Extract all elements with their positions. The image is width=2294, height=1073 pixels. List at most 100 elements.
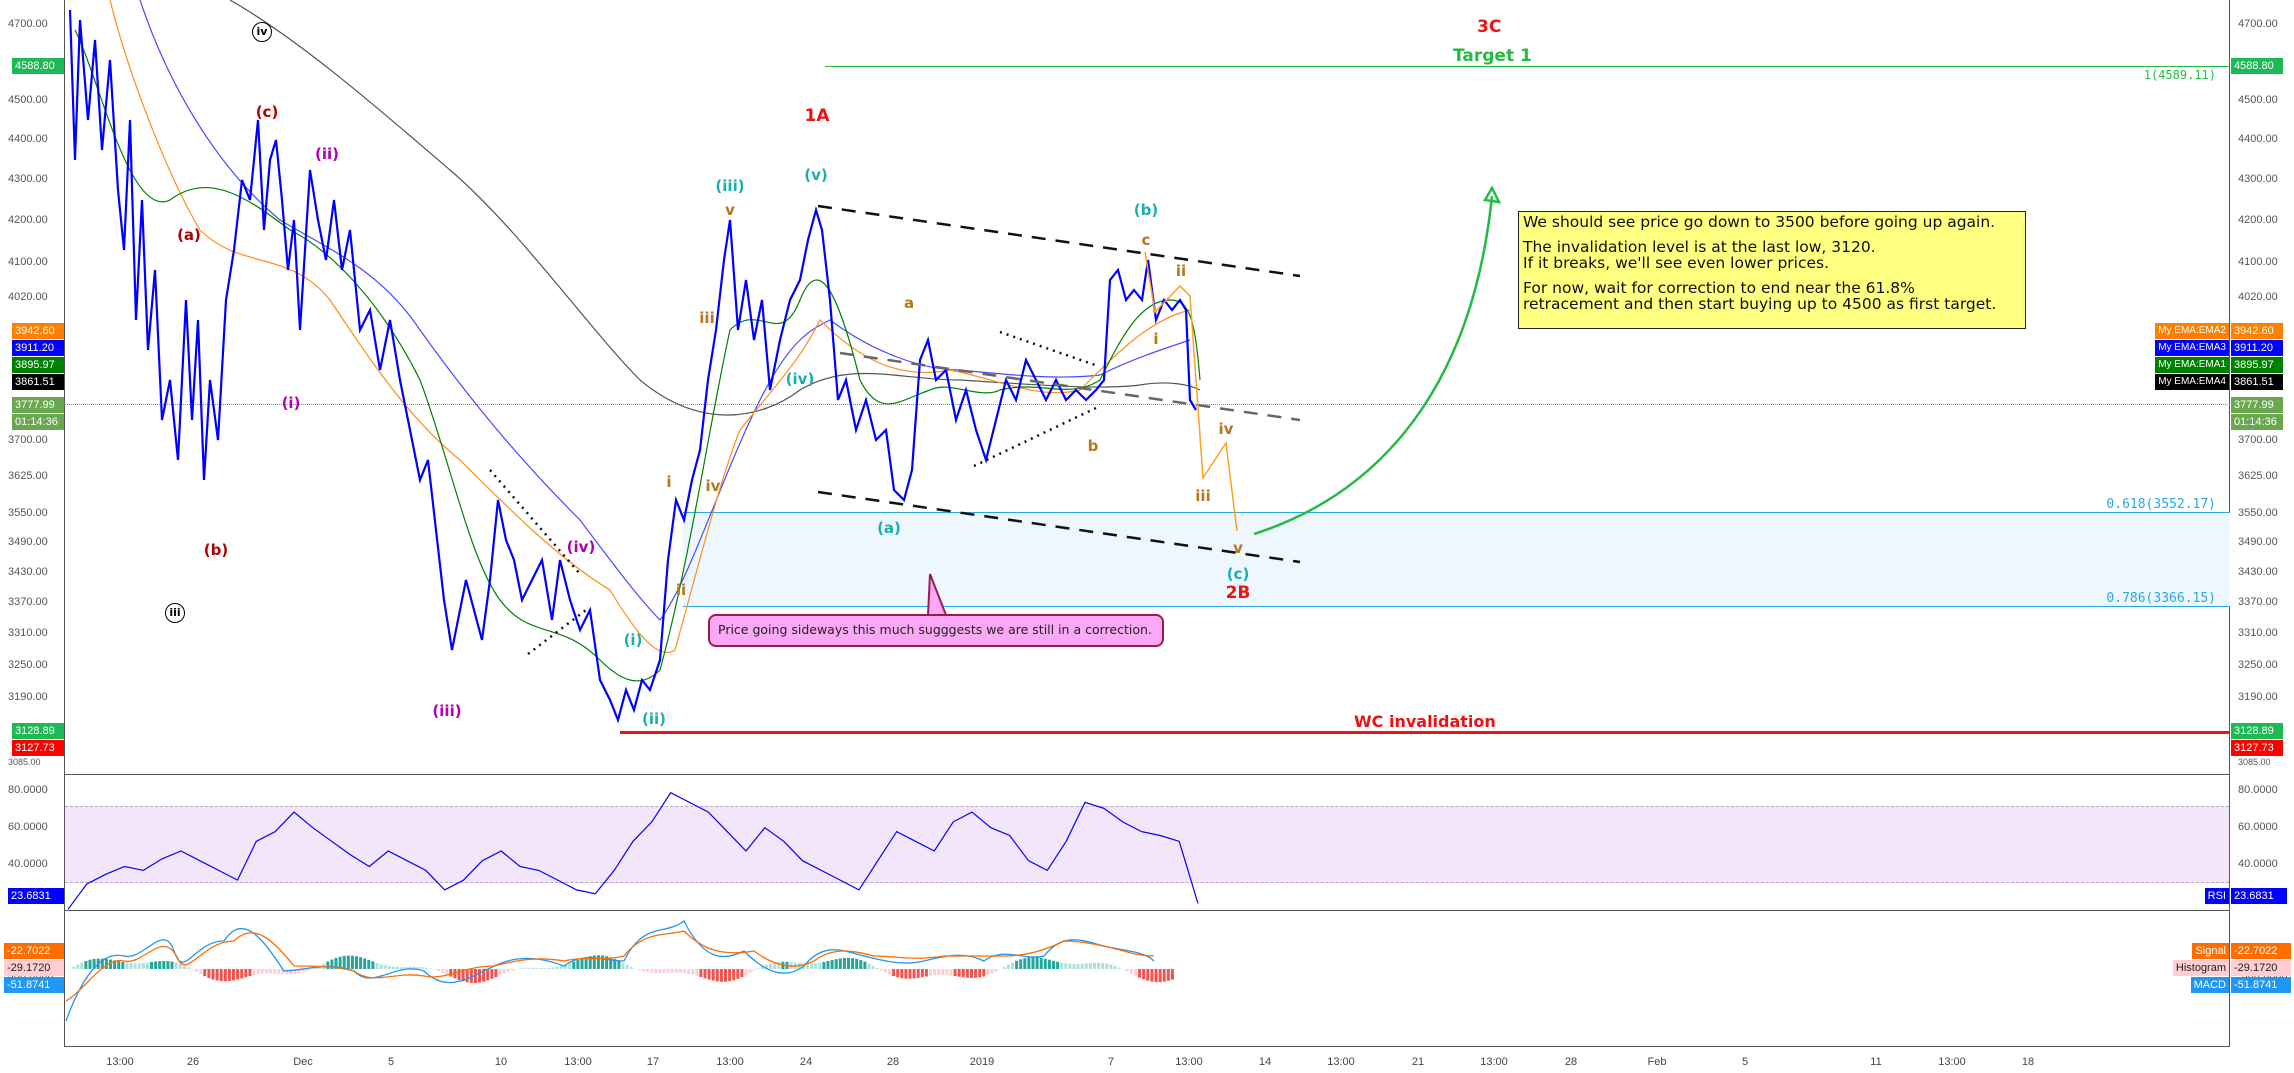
- histogram-bar: [465, 969, 469, 983]
- histogram-bar: [186, 967, 190, 969]
- histogram-bar: [1150, 969, 1154, 982]
- histogram-bar: [412, 966, 416, 969]
- histogram-bar: [584, 957, 588, 969]
- price-pane[interactable]: [64, 0, 2230, 775]
- price-tick-label: 3550.00: [2238, 507, 2278, 519]
- histogram-bar: [937, 969, 941, 976]
- time-tick-label: 7: [1107, 1056, 1115, 1068]
- histogram-bar: [1068, 963, 1072, 969]
- correction-callout[interactable]: Price going sideways this much sugggests…: [708, 614, 1164, 647]
- histogram-bar: [555, 966, 559, 969]
- target-line[interactable]: [825, 66, 2230, 67]
- histogram-bar: [420, 967, 424, 969]
- histogram-bar: [371, 961, 375, 969]
- rsi-plot[interactable]: [64, 775, 2230, 911]
- histogram-bar: [1023, 958, 1027, 969]
- wave-label: b: [1087, 437, 1099, 455]
- histogram-bar: [408, 966, 412, 969]
- histogram-bar: [227, 969, 231, 982]
- analysis-note[interactable]: We should see price go down to 3500 befo…: [1518, 211, 2026, 329]
- histogram-bar: [961, 969, 965, 978]
- wave-label: c: [1141, 231, 1151, 249]
- indicator-name-tag: My EMA:EMA3: [2155, 340, 2229, 356]
- histogram-bar: [453, 969, 457, 979]
- wave-label: (b): [1133, 201, 1159, 219]
- fib-retracement-zone[interactable]: [683, 512, 2230, 607]
- macd-tag: -29.1720: [4, 960, 64, 976]
- histogram-bar: [104, 958, 108, 969]
- histogram-bar: [920, 969, 924, 978]
- histogram-bar: [703, 969, 707, 979]
- histogram-bar: [945, 969, 949, 976]
- histogram-bar: [293, 969, 297, 974]
- ema2-line: [109, 0, 1191, 654]
- histogram-bar: [777, 962, 781, 969]
- histogram-bar: [810, 963, 814, 969]
- wave-label: (v): [804, 166, 828, 184]
- histogram-bar: [109, 959, 112, 969]
- histogram-bar: [826, 960, 830, 969]
- price-tick-label: 3370.00: [2238, 596, 2278, 608]
- histogram-bar: [724, 969, 727, 982]
- histogram-bar: [100, 958, 104, 969]
- histogram-bar: [203, 969, 207, 977]
- histogram-bar: [117, 961, 121, 969]
- histogram-bar: [486, 969, 490, 981]
- histogram-bar: [605, 956, 609, 969]
- wave-label: ii: [1175, 262, 1187, 280]
- invalidation-line[interactable]: [620, 731, 2230, 734]
- histogram-bar: [199, 969, 203, 975]
- histogram-bar: [609, 957, 613, 969]
- histogram-bar: [957, 969, 961, 977]
- histogram-bar: [273, 969, 276, 974]
- histogram-bar: [88, 959, 92, 969]
- histogram-bar: [72, 966, 76, 969]
- rsi-pane[interactable]: [64, 775, 2230, 911]
- price-tick-label: 4400.00: [2238, 133, 2278, 145]
- price-tag: 3861.51: [2231, 374, 2283, 390]
- time-tick-label: 13:00: [564, 1056, 592, 1068]
- histogram-bar: [654, 969, 658, 974]
- macd-name-tag: Histogram: [2172, 960, 2229, 976]
- histogram-bar: [473, 969, 477, 983]
- histogram-bar: [1039, 957, 1043, 969]
- time-tick-label: Dec: [293, 1056, 313, 1068]
- price-tag: 3895.97: [2231, 357, 2283, 373]
- wave-label: (c): [255, 103, 279, 121]
- wave-label: (ii): [642, 710, 666, 728]
- histogram-bar: [765, 964, 768, 969]
- histogram-bar: [990, 969, 994, 974]
- pattern-upper: [489, 469, 581, 575]
- histogram-bar: [121, 961, 125, 969]
- macd-tag: -29.1720: [2231, 960, 2291, 976]
- last-price-line: [64, 404, 2230, 405]
- histogram-bar: [150, 961, 153, 969]
- histogram-bar: [404, 967, 408, 969]
- histogram-bar: [900, 969, 904, 979]
- price-tick-label: 4700.00: [8, 18, 48, 30]
- histogram-bar: [1142, 969, 1146, 980]
- wave-label: (b): [203, 541, 229, 559]
- histogram-bar: [1166, 969, 1170, 981]
- time-tick-label: 10: [494, 1056, 508, 1068]
- time-tick-label: 21: [1411, 1056, 1425, 1068]
- histogram-bar: [736, 969, 740, 979]
- price-plot[interactable]: [64, 0, 2230, 775]
- histogram-bar: [1162, 969, 1166, 982]
- histogram-bar: [830, 960, 834, 969]
- histogram-bar: [953, 969, 957, 977]
- macd-plot[interactable]: [64, 911, 2230, 1047]
- histogram-bar: [646, 969, 650, 973]
- histogram-bar: [629, 966, 633, 969]
- note-line-2: The invalidation level is at the last lo…: [1523, 238, 1876, 272]
- histogram-bar: [1011, 962, 1014, 969]
- price-tick-label: 3190.00: [8, 691, 48, 703]
- histogram-bar: [572, 961, 576, 969]
- macd-pane[interactable]: [64, 911, 2230, 1047]
- histogram-bar: [773, 962, 777, 969]
- arrow-head-icon: [1482, 185, 1502, 204]
- histogram-bar: [170, 961, 174, 969]
- price-tag: 01:14:36: [12, 414, 64, 430]
- wave-label: (i): [281, 394, 301, 412]
- time-tick-label: 14: [1258, 1056, 1272, 1068]
